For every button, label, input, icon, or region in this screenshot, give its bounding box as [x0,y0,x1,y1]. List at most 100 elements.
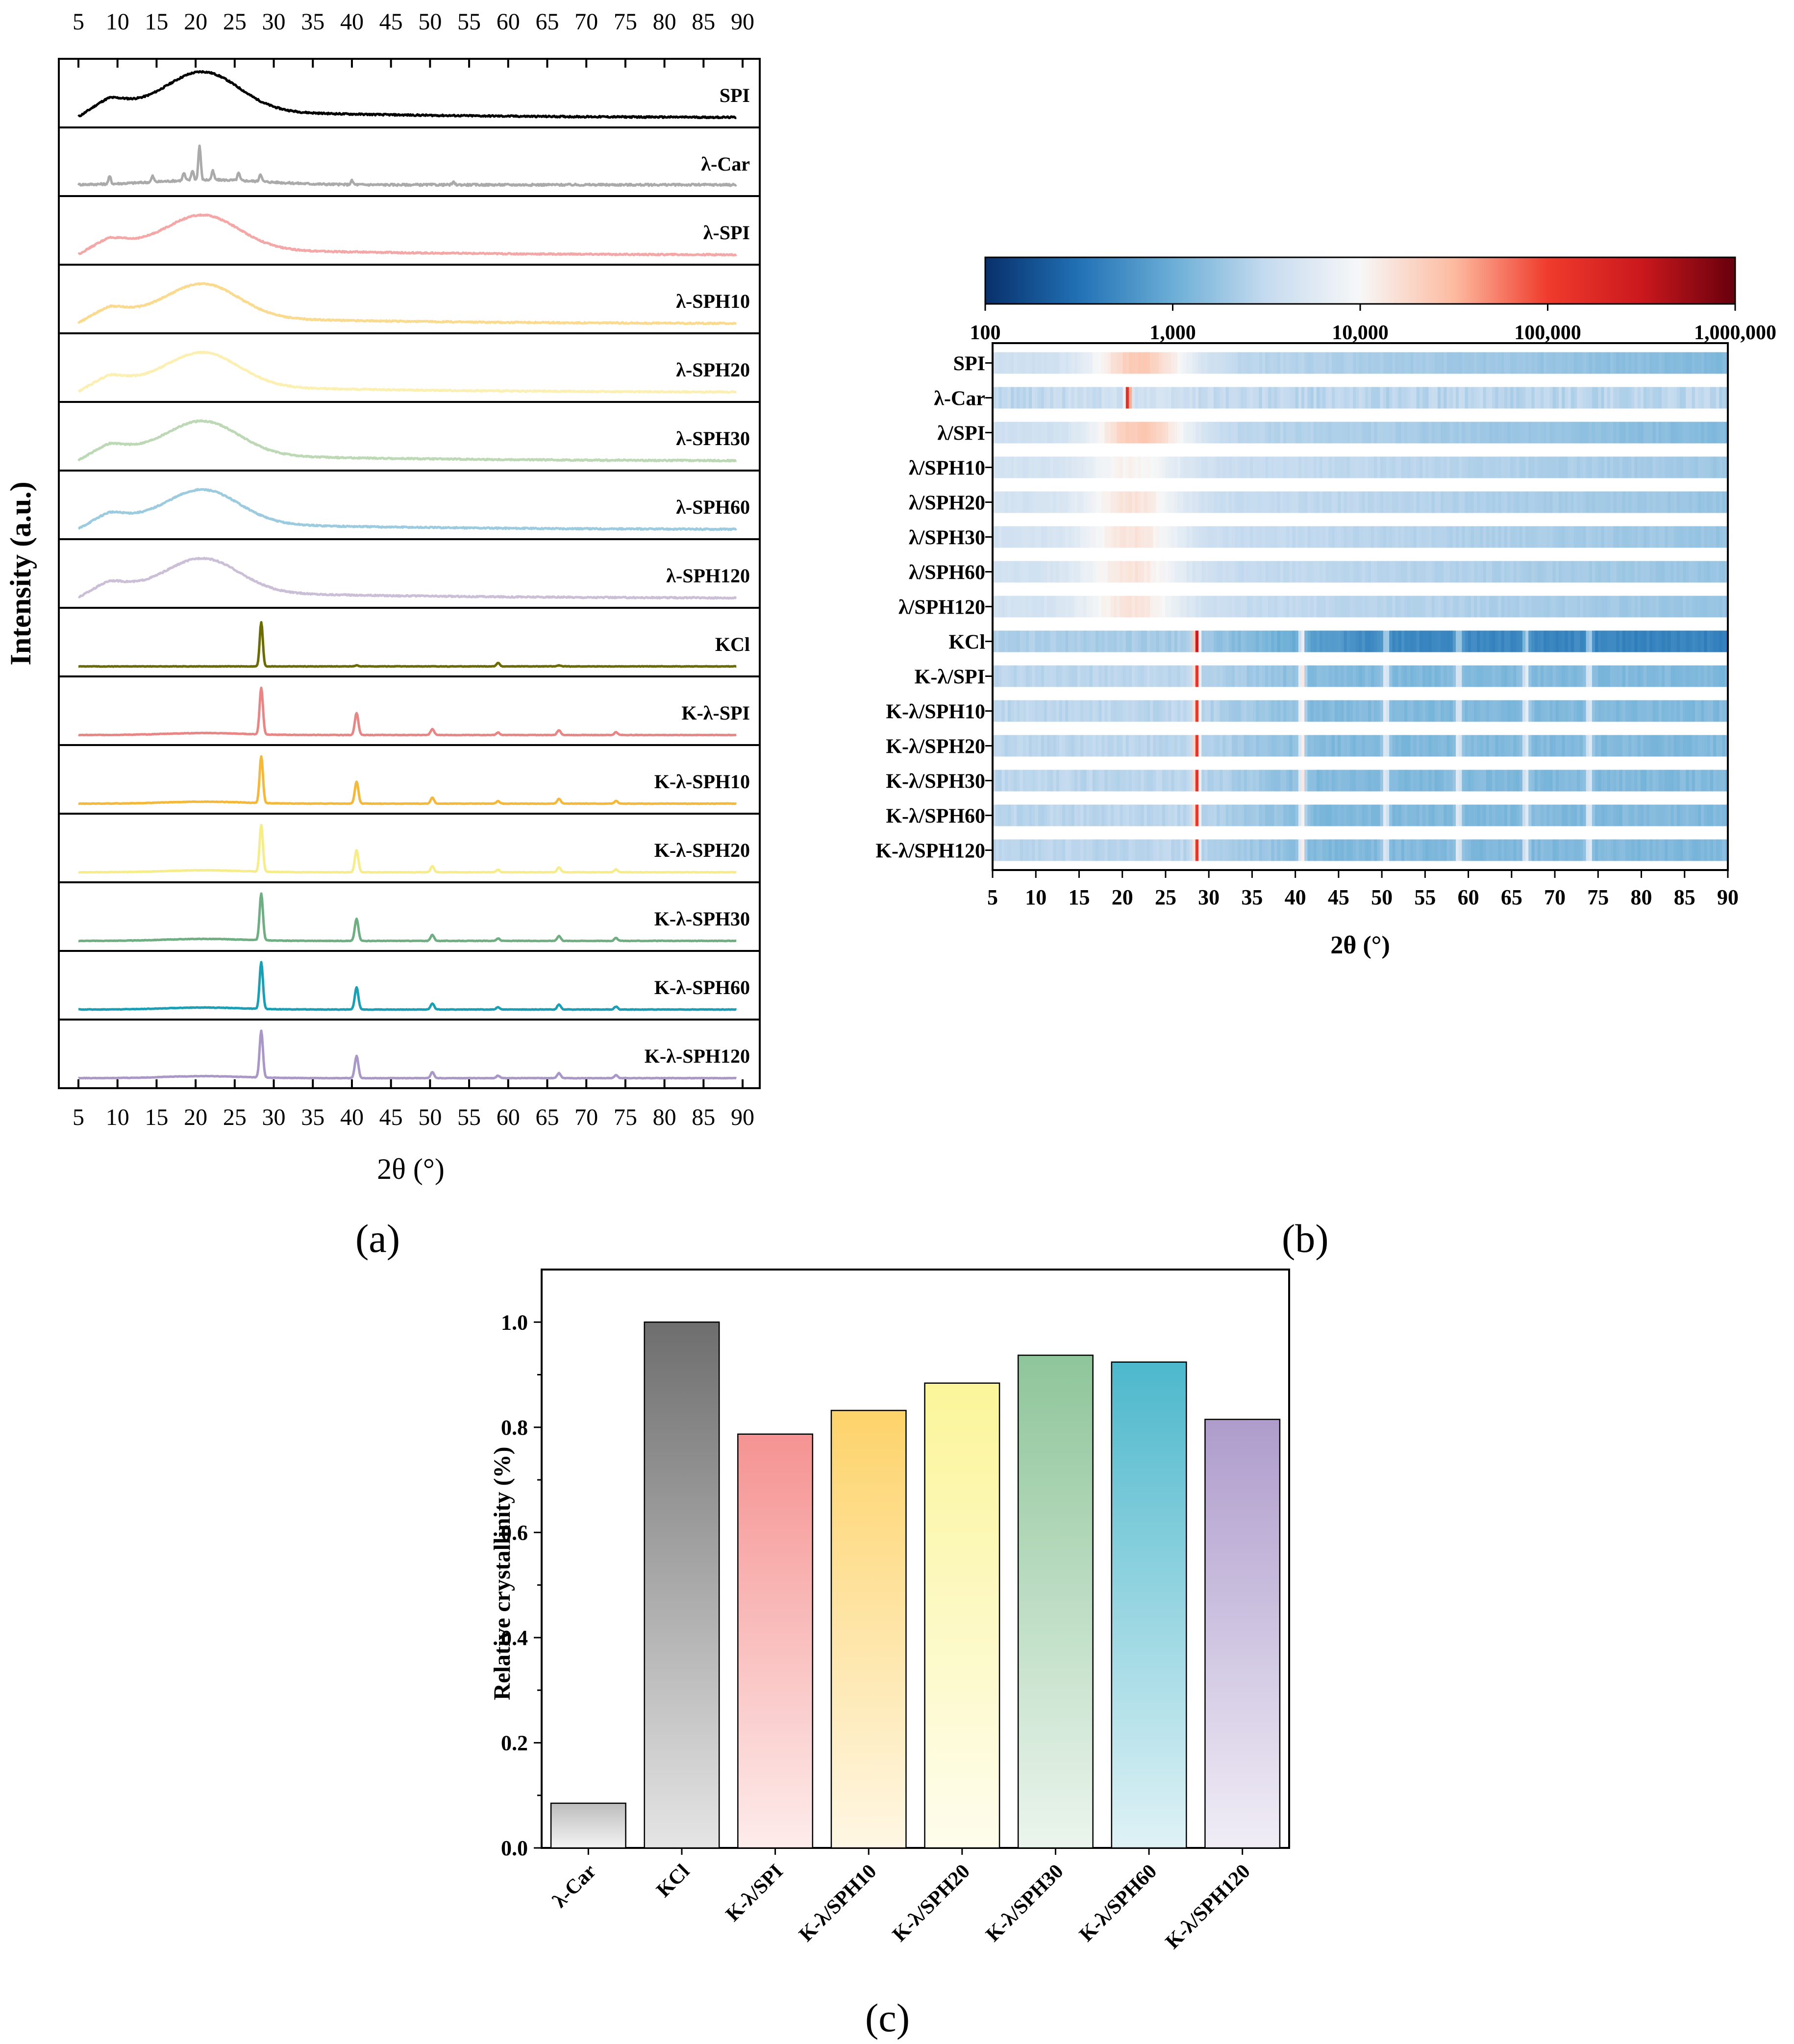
heatmap-cell [1631,839,1635,861]
heatmap-cell [1501,700,1505,722]
heatmap-cell [1374,735,1378,757]
heatmap-cell [1537,700,1541,722]
heatmap-cell [1655,456,1659,478]
heatmap-cell [1468,491,1471,513]
heatmap-cell [1101,491,1105,513]
heatmap-cell [996,456,999,478]
heatmap-cell [1334,422,1338,444]
heatmap-cell [1486,456,1490,478]
top-tick-label: 60 [497,9,520,35]
heatmap-cell [1413,839,1417,861]
heatmap-cell [1349,456,1353,478]
bottom-tick-label: 20 [184,1104,207,1130]
heatmap-cell [1047,665,1051,687]
heatmap-cell [1707,665,1711,687]
heatmap-cell [1235,422,1239,444]
heatmap-cell [1283,735,1287,757]
heatmap-cell [1374,804,1378,826]
heatmap-cell [1534,596,1538,618]
bottom-tick-label: 40 [340,1104,364,1130]
heatmap-cell [1413,665,1417,687]
heatmap-cell [1668,735,1671,757]
heatmap-cell [1658,387,1662,409]
heatmap-cell [1065,665,1069,687]
heatmap-cell [1262,665,1266,687]
heatmap-cell [1334,770,1338,792]
heatmap-cell [1344,422,1347,444]
heatmap-cell [1307,491,1311,513]
heatmap-cell [1268,770,1272,792]
heatmap-cell [1096,526,1099,548]
heatmap-cell [1022,804,1026,826]
series-label: KCl [715,633,750,655]
heatmap-cell [1401,491,1405,513]
heatmap-cell [1096,422,1099,444]
heatmap-cell [1141,839,1145,861]
heatmap-cell [1501,422,1505,444]
heatmap-cell [1437,839,1441,861]
heatmap-cell [1428,839,1432,861]
heatmap-cell [1322,561,1326,583]
heatmap-cell [1395,770,1399,792]
heatmap-cell [1559,352,1562,374]
heatmap-cell [1456,735,1459,757]
heatmap-cell [1059,596,1063,618]
heatmap-cell [1519,700,1523,722]
x-tick-label: 60 [1458,885,1479,909]
heatmap-cell [1589,387,1593,409]
heatmap-cell [1250,561,1253,583]
heatmap-cell [1416,665,1420,687]
heatmap-cell [1277,491,1281,513]
heatmap-cell [1507,561,1511,583]
heatmap-cell [1468,596,1471,618]
heatmap-cell [1222,804,1226,826]
heatmap-cell [1192,596,1196,618]
heatmap-cell [1531,804,1535,826]
heatmap-cell [1204,491,1208,513]
heatmap-cell [1265,491,1269,513]
heatmap-cell [1513,630,1517,652]
heatmap-cell [1465,735,1469,757]
heatmap-cell [1380,456,1384,478]
heatmap-cell [1371,770,1375,792]
heatmap-cell [1707,352,1711,374]
heatmap-cell [1277,665,1281,687]
panel-label-c: (c) [865,1995,910,2040]
heatmap-cell [1307,804,1311,826]
heatmap-cell [1437,422,1441,444]
heatmap-cell [1074,700,1078,722]
heatmap-cell [1610,352,1614,374]
heatmap-cell [1086,456,1090,478]
heatmap-cell [1495,735,1499,757]
heatmap-cell [1459,770,1463,792]
heatmap-cell [1359,491,1363,513]
heatmap-cell [1222,561,1226,583]
heatmap-cell [1610,491,1614,513]
heatmap-cell [1331,422,1335,444]
heatmap-cell [1389,770,1393,792]
heatmap-cell [1292,804,1296,826]
heatmap-cell [1549,561,1553,583]
heatmap-cell [1162,839,1166,861]
heatmap-cell [1032,700,1036,722]
heatmap-cell [1404,526,1408,548]
heatmap-cell [1371,665,1375,687]
heatmap-cell [1446,804,1450,826]
heatmap-cell [1598,770,1602,792]
heatmap-cell [1189,839,1193,861]
heatmap-cell [1268,665,1272,687]
heatmap-cell [1138,456,1142,478]
heatmap-cell [1322,422,1326,444]
heatmap-cell [1228,700,1232,722]
heatmap-cell [1080,456,1084,478]
heatmap-cell [1231,422,1235,444]
heatmap-cell [1331,700,1335,722]
heatmap-cell [1495,387,1499,409]
heatmap-cell [1125,526,1129,548]
heatmap-cell [1537,735,1541,757]
heatmap-cell [1507,456,1511,478]
heatmap-cell [1595,700,1599,722]
heatmap-cell [1701,352,1705,374]
heatmap-cell [1610,630,1614,652]
heatmap-cell [1132,735,1136,757]
